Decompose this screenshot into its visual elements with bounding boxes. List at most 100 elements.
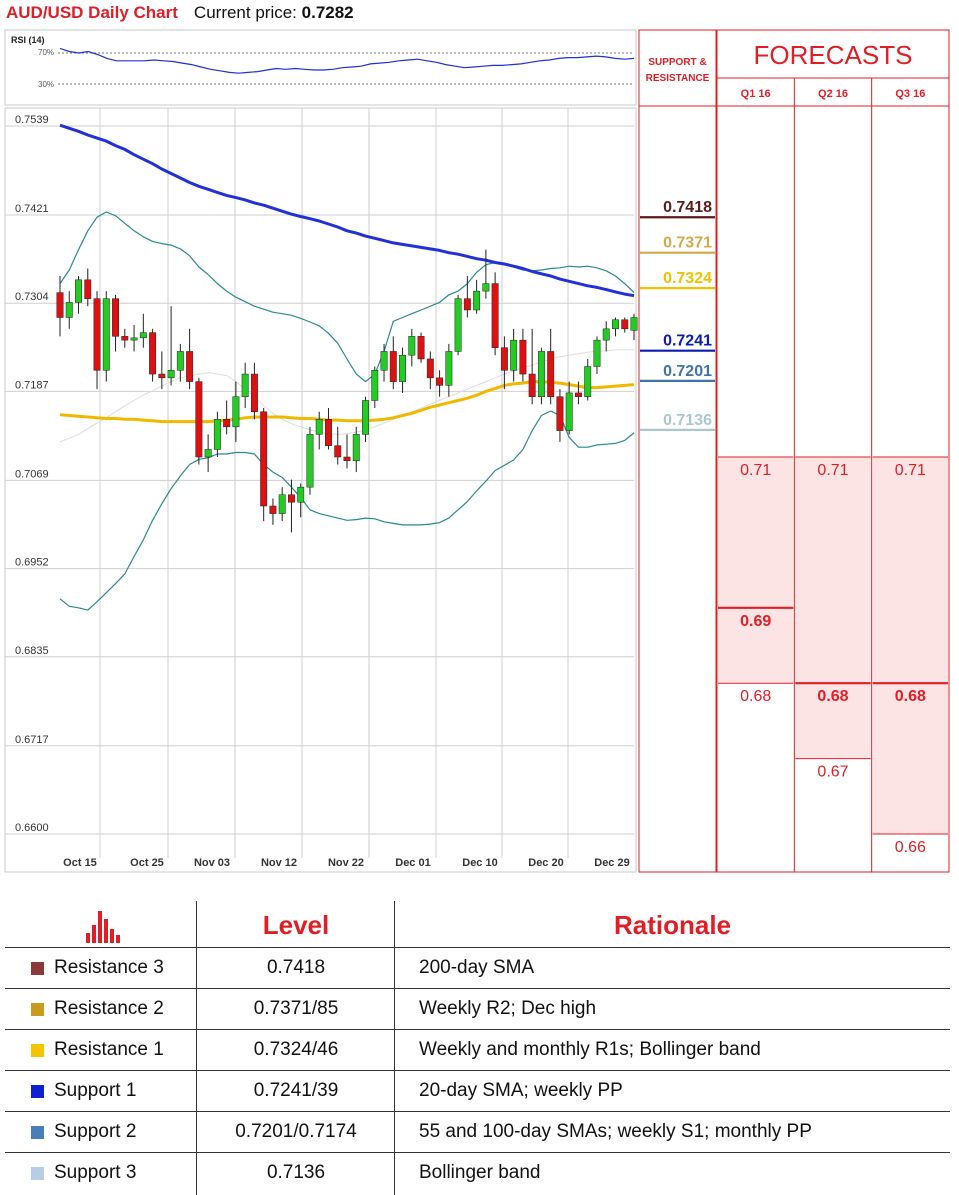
candle-body [204,449,212,458]
candle-body [130,337,138,341]
row-color-swatch [31,1126,44,1139]
forecast-range [795,457,871,759]
y-tick-label: 0.7421 [15,203,49,215]
candle-body [334,445,342,458]
candle-body [473,290,481,311]
row-name: Resistance 1 [54,1039,164,1060]
candle-body [436,377,444,386]
candle-body [260,411,268,507]
rsi-label: RSI (14) [11,35,45,45]
table-row: Resistance 2 0.7371/85 Weekly R2; Dec hi… [5,989,950,1030]
candle-body [584,366,592,397]
table-row: Resistance 1 0.7324/46 Weekly and monthl… [5,1030,950,1071]
row-level: 0.7136 [266,1162,326,1183]
candle-body [93,298,101,371]
row-rationale: 200-day SMA [419,957,535,978]
rsi-lower-label: 30% [38,80,54,89]
sma-200-line [59,123,635,298]
x-tick-label: Oct 25 [130,857,164,869]
candle-body [491,283,499,348]
candle-body [149,332,157,375]
table-rule [5,1152,950,1153]
price-panel [4,107,637,873]
forecast-value: 0.71 [817,462,848,479]
rationale-column-header: Rationale [613,910,732,940]
sr-level-label: 0.7418 [663,199,712,216]
chart-area: RSI (14) 70% 30% 0.7539 0.7421 0.7304 0.7187 0.… [4,29,950,873]
candle-body [343,456,351,462]
candle-body [602,328,610,341]
x-tick-label: Dec 10 [462,857,497,869]
bollinger-upper-line [59,211,635,383]
sr-header: SUPPORT & RESISTANCE [646,57,710,84]
candle-body [158,373,166,379]
candle-body [389,351,397,382]
row-level: 0.7241/39 [253,1080,339,1101]
table-divider [196,901,197,1195]
table-row: Support 2 0.7201/0.7174 55 and 100-day S… [5,1112,950,1153]
candle-body [445,351,453,386]
forecast-value: 0.68 [895,688,926,705]
x-tick-label: Oct 15 [63,857,97,869]
row-name: Support 1 [54,1080,137,1101]
table-row: Support 1 0.7241/39 20-day SMA; weekly P… [5,1071,950,1112]
x-tick-label: Nov 22 [328,857,364,869]
candle-body [315,419,323,435]
forecast-value: 0.68 [740,688,771,705]
forecast-range [718,457,794,684]
table-row: Support 3 0.7136 Bollinger band [5,1153,950,1194]
candle-body [306,434,314,488]
y-tick-label: 0.7539 [15,114,49,126]
candle-body [232,396,240,428]
candle-body [195,381,203,458]
candle-body [556,396,564,431]
candle-body [537,351,545,397]
candle-body [380,351,388,371]
candle-body [528,373,536,397]
row-name: Support 3 [54,1162,137,1183]
forecast-value: 0.71 [740,462,771,479]
table-rule [5,988,950,989]
row-color-swatch [31,1167,44,1180]
table-row: Resistance 3 0.7418 200-day SMA [5,948,950,989]
row-color-swatch [31,1085,44,1098]
row-color-swatch [31,1044,44,1057]
chart-header: AUD/USD Daily Chart Current price: 0.7282 [6,3,354,27]
candle-body [371,370,379,401]
candle-body [269,505,277,514]
forecast-value: 0.69 [740,613,771,630]
table-rule [5,1070,950,1071]
row-rationale: 20-day SMA; weekly PP [419,1080,623,1101]
candle-body [84,279,92,299]
candle-body [176,351,184,371]
y-tick-label: 0.7304 [15,291,49,303]
row-rationale: 55 and 100-day SMAs; weekly S1; monthly … [419,1121,812,1142]
candle-body [565,392,573,431]
forecast-value: 0.67 [817,764,848,781]
candle-body [519,339,527,375]
candle-body [593,339,601,367]
candle-body [510,339,518,371]
candle-body [56,292,64,318]
y-tick-label: 0.6600 [15,822,49,834]
row-name: Resistance 3 [54,957,164,978]
candle-body [241,373,249,397]
candle-body [102,298,110,371]
bar-chart-icon [86,911,120,943]
candle-body [139,332,147,339]
forecast-value: 0.71 [895,462,926,479]
candle-body [278,494,286,514]
row-rationale: Bollinger band [419,1162,541,1183]
forecast-quarter-label: Q3 16 [895,88,925,100]
forecast-title: FORECASTS [754,40,913,70]
x-tick-label: Dec 29 [594,857,629,869]
row-color-swatch [31,962,44,975]
candle-body [463,298,471,311]
x-tick-label: Dec 20 [528,857,563,869]
candle-body [352,434,360,462]
candle-body [288,494,295,503]
table-divider [394,901,395,1195]
table-rule [5,1111,950,1112]
table-header: Level Rationale [5,901,950,947]
table-rule [5,947,950,948]
